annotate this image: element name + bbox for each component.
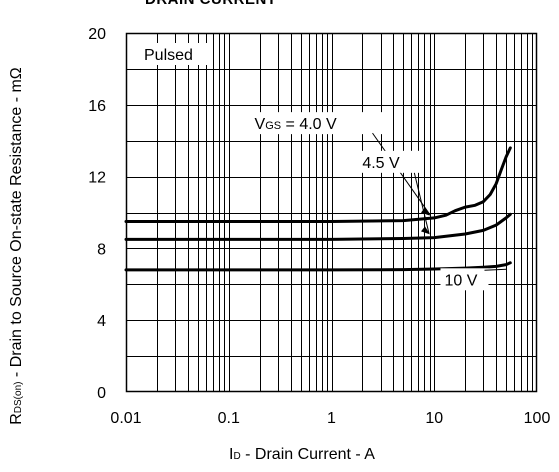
x-tick-label: 1 [327,410,336,427]
x-axis-label-prefix: I [229,446,234,463]
y-tick-label: 16 [88,98,106,115]
vgs40-label: VGS = 4.0 V [255,116,338,133]
vgs45-label-bg [360,150,421,173]
y-axis-label-text: - Drain to Source On-state Resistance - … [8,67,25,382]
y-axis-label: RDS(on) - Drain to Source On-state Resis… [8,67,26,425]
series-line [124,146,512,223]
vgs40-arrowhead [420,207,430,216]
vgs45-label: 4.5 V [362,155,400,172]
x-axis-label: ID - Drain Current - A [0,446,559,464]
y-tick-label: 12 [88,170,106,187]
x-tick-label: 100 [524,410,551,427]
chart-title: DRAIN CURRENT [145,0,277,8]
y-tick-label: 0 [97,385,106,402]
x-axis-label-text: - Drain Current - A [240,446,375,463]
y-tick-label: 8 [97,241,106,258]
vgs40-label-bg [252,112,383,135]
y-tick-label: 4 [97,313,106,330]
y-tick-label: 20 [88,26,106,43]
pulsed-label: Pulsed [144,47,193,64]
vgs10-label: 10 V [444,272,477,289]
x-axis-label-sub: D [233,451,241,462]
grid-lines [126,33,537,392]
series-line [124,212,512,241]
vgs45-arrow [413,172,430,234]
x-tick-label: 10 [425,410,443,427]
y-axis-label-prefix: R [8,413,25,425]
pulsed-label-bg [138,43,208,65]
y-axis-label-sub: DS(on) [13,381,24,414]
plot-frame [125,32,538,393]
series-line [124,261,512,272]
vgs10-arrow [484,268,507,271]
vgs45-arrowhead [420,226,430,235]
x-tick-label: 0.01 [110,410,141,427]
vgs10-label-bg [440,268,489,291]
vgs40-arrow [372,132,431,215]
x-tick-label: 0.1 [218,410,240,427]
